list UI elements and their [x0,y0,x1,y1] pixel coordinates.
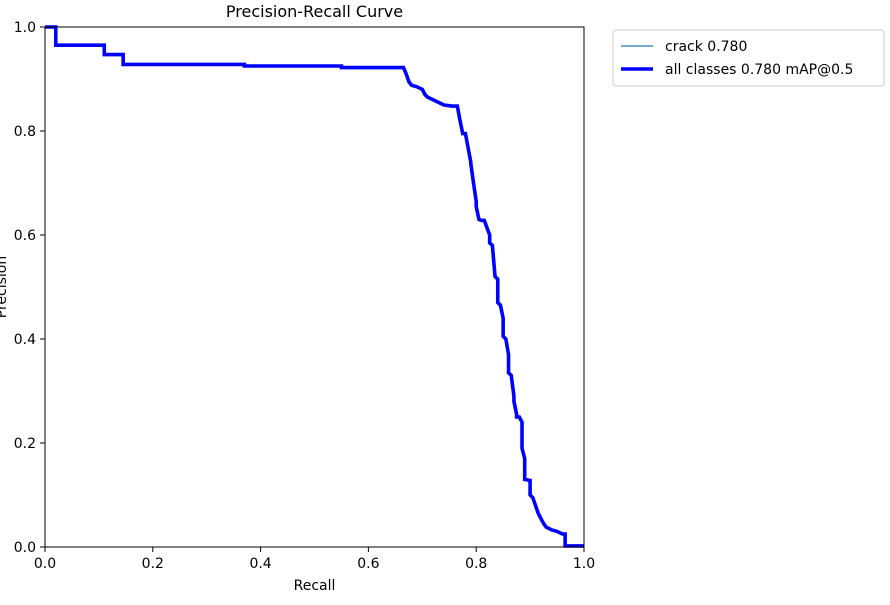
y-axis: 0.0 0.2 0.4 0.6 0.8 1.0 [14,20,45,556]
series-layer [45,25,584,548]
legend-box [612,29,885,87]
x-tick-label: 0.0 [34,556,56,572]
legend-label-1: all classes 0.780 mAP@0.5 [665,62,853,78]
y-tick-label: 1.0 [14,20,36,36]
chart-title: Precision-Recall Curve [226,2,403,21]
series-line-0 [45,26,584,547]
y-tick-label: 0.2 [14,436,36,452]
legend-label-0: crack 0.780 [665,39,747,55]
legend: crack 0.780 all classes 0.780 mAP@0.5 [612,29,885,87]
x-tick-label: 0.8 [465,556,487,572]
y-tick-label: 0.6 [14,228,36,244]
y-tick-label: 0.0 [14,540,36,556]
y-tick-label: 0.4 [14,332,36,348]
x-tick-label: 0.4 [249,556,271,572]
series-line-1 [45,25,584,548]
x-axis-label: Recall [294,578,336,594]
x-axis: 0.0 0.2 0.4 0.6 0.8 1.0 [34,547,595,572]
x-tick-label: 0.6 [357,556,379,572]
plot-frame [44,26,585,548]
y-axis-label: Precision [0,256,10,318]
y-tick-label: 0.8 [14,124,36,140]
x-tick-label: 0.2 [142,556,164,572]
x-tick-label: 1.0 [573,556,595,572]
